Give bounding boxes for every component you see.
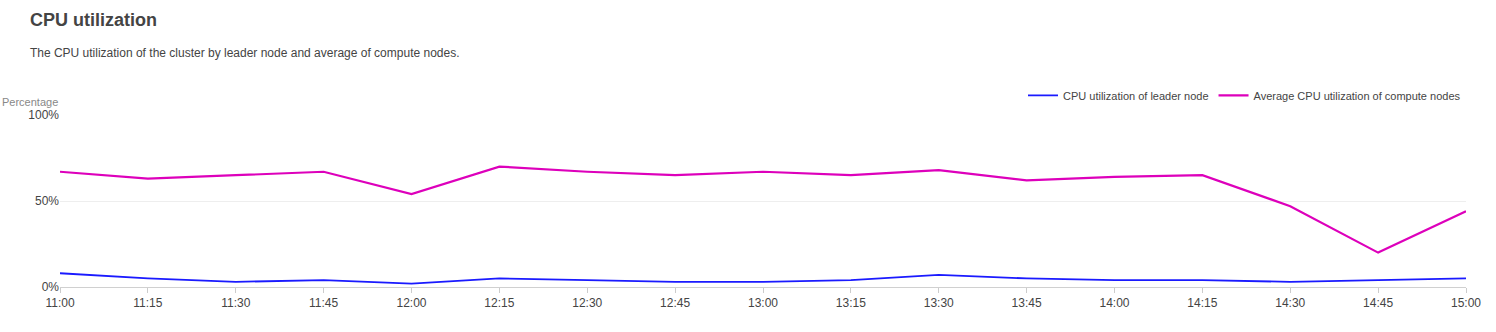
svg-text:The CPU utilization of the clu: The CPU utilization of the cluster by le… [30, 46, 460, 60]
svg-text:100%: 100% [28, 108, 59, 122]
svg-text:15:00: 15:00 [1451, 296, 1481, 310]
svg-text:50%: 50% [35, 194, 59, 208]
svg-text:14:30: 14:30 [1275, 296, 1305, 310]
svg-text:13:30: 13:30 [924, 296, 954, 310]
svg-text:12:30: 12:30 [572, 296, 602, 310]
svg-text:12:45: 12:45 [660, 296, 690, 310]
svg-text:14:15: 14:15 [1187, 296, 1217, 310]
svg-text:11:45: 11:45 [309, 296, 338, 310]
svg-text:14:45: 14:45 [1363, 296, 1393, 310]
svg-text:11:15: 11:15 [133, 296, 162, 310]
svg-text:12:00: 12:00 [396, 296, 426, 310]
svg-text:Average CPU utilization of com: Average CPU utilization of compute nodes [1254, 90, 1461, 102]
svg-text:11:30: 11:30 [221, 296, 250, 310]
svg-text:13:45: 13:45 [1012, 296, 1042, 310]
svg-text:13:15: 13:15 [836, 296, 866, 310]
svg-text:CPU utilization of leader node: CPU utilization of leader node [1063, 90, 1209, 102]
svg-text:0%: 0% [42, 280, 60, 294]
svg-text:11:00: 11:00 [45, 296, 74, 310]
svg-text:CPU utilization: CPU utilization [30, 10, 157, 30]
svg-text:Percentage: Percentage [2, 96, 58, 108]
svg-text:12:15: 12:15 [484, 296, 514, 310]
svg-text:13:00: 13:00 [748, 296, 778, 310]
svg-text:14:00: 14:00 [1099, 296, 1129, 310]
